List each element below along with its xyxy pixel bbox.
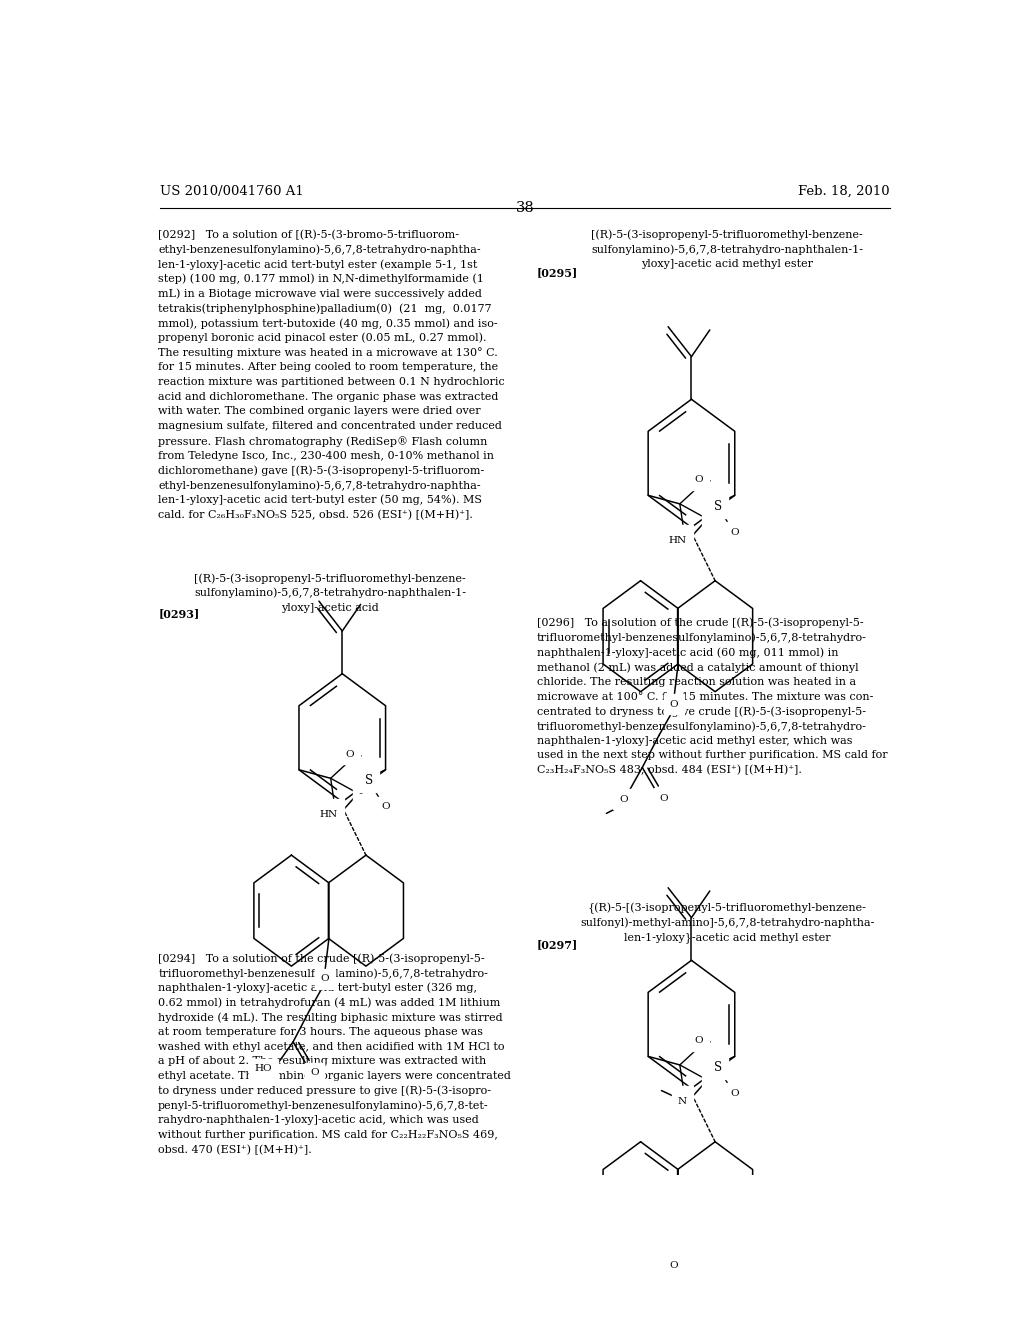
Text: O: O xyxy=(659,793,668,803)
Text: US 2010/0041760 A1: US 2010/0041760 A1 xyxy=(160,185,303,198)
Text: microwave at 100° C. for 15 minutes. The mixture was con-: microwave at 100° C. for 15 minutes. The… xyxy=(537,692,873,701)
Text: len-1-yloxy}-acetic acid methyl ester: len-1-yloxy}-acetic acid methyl ester xyxy=(624,932,830,942)
Text: S: S xyxy=(365,774,373,787)
Text: The resulting mixture was heated in a microwave at 130° C.: The resulting mixture was heated in a mi… xyxy=(158,347,498,358)
Text: O: O xyxy=(730,1089,739,1098)
Text: {(R)-5-[(3-isopropenyl-5-trifluoromethyl-benzene-: {(R)-5-[(3-isopropenyl-5-trifluoromethyl… xyxy=(588,903,866,913)
Text: obsd. 470 (ESI⁺) [(M+H)⁺].: obsd. 470 (ESI⁺) [(M+H)⁺]. xyxy=(158,1144,312,1155)
Text: O: O xyxy=(670,700,678,709)
Text: O: O xyxy=(346,750,354,759)
Text: ethyl acetate. The combined organic layers were concentrated: ethyl acetate. The combined organic laye… xyxy=(158,1071,511,1081)
Text: trifluoromethyl-benzenesulfonylamino)-5,6,7,8-tetrahydro-: trifluoromethyl-benzenesulfonylamino)-5,… xyxy=(158,968,488,978)
Text: [(R)-5-(3-isopropenyl-5-trifluoromethyl-benzene-: [(R)-5-(3-isopropenyl-5-trifluoromethyl-… xyxy=(195,573,466,583)
Text: cald. for C₂₆H₃₀F₃NO₅S 525, obsd. 526 (ESI⁺) [(M+H)⁺].: cald. for C₂₆H₃₀F₃NO₅S 525, obsd. 526 (E… xyxy=(158,510,473,520)
Text: 0.62 mmol) in tetrahydrofuran (4 mL) was added 1M lithium: 0.62 mmol) in tetrahydrofuran (4 mL) was… xyxy=(158,998,501,1008)
Text: from Teledyne Isco, Inc., 230-400 mesh, 0-10% methanol in: from Teledyne Isco, Inc., 230-400 mesh, … xyxy=(158,450,495,461)
Text: with water. The combined organic layers were dried over: with water. The combined organic layers … xyxy=(158,407,481,416)
Text: [0294]   To a solution of the crude [(R)-5-(3-isopropenyl-5-: [0294] To a solution of the crude [(R)-5… xyxy=(158,953,484,964)
Text: reaction mixture was partitioned between 0.1 N hydrochloric: reaction mixture was partitioned between… xyxy=(158,378,505,387)
Text: F: F xyxy=(331,805,338,813)
Text: F: F xyxy=(708,1073,715,1082)
Text: to dryness under reduced pressure to give [(R)-5-(3-isopro-: to dryness under reduced pressure to giv… xyxy=(158,1086,492,1097)
Text: centrated to dryness to give crude [(R)-5-(3-isopropenyl-5-: centrated to dryness to give crude [(R)-… xyxy=(537,706,865,717)
Text: F: F xyxy=(358,787,366,796)
Text: trifluoromethyl-benzenesulfonylamino)-5,6,7,8-tetrahydro-: trifluoromethyl-benzenesulfonylamino)-5,… xyxy=(537,632,866,643)
Text: mmol), potassium tert-butoxide (40 mg, 0.35 mmol) and iso-: mmol), potassium tert-butoxide (40 mg, 0… xyxy=(158,318,498,329)
Text: chloride. The resulting reaction solution was heated in a: chloride. The resulting reaction solutio… xyxy=(537,677,856,686)
Text: [0297]: [0297] xyxy=(537,939,578,950)
Text: sulfonylamino)-5,6,7,8-tetrahydro-naphthalen-1-: sulfonylamino)-5,6,7,8-tetrahydro-naphth… xyxy=(195,587,466,598)
Text: methanol (2 mL) was added a catalytic amount of thionyl: methanol (2 mL) was added a catalytic am… xyxy=(537,663,858,673)
Text: F: F xyxy=(680,1092,687,1101)
Text: rahydro-naphthalen-1-yloxy]-acetic acid, which was used: rahydro-naphthalen-1-yloxy]-acetic acid,… xyxy=(158,1115,479,1126)
Text: S: S xyxy=(714,1060,722,1073)
Text: HN: HN xyxy=(669,536,686,545)
Text: F: F xyxy=(703,1041,711,1051)
Text: ethyl-benzenesulfonylamino)-5,6,7,8-tetrahydro-naphtha-: ethyl-benzenesulfonylamino)-5,6,7,8-tetr… xyxy=(158,480,481,491)
Text: len-1-yloxy]-acetic acid tert-butyl ester (50 mg, 54%). MS: len-1-yloxy]-acetic acid tert-butyl este… xyxy=(158,495,482,506)
Text: [0295]: [0295] xyxy=(537,267,578,279)
Text: penyl-5-trifluoromethyl-benzenesulfonylamino)-5,6,7,8-tet-: penyl-5-trifluoromethyl-benzenesulfonyla… xyxy=(158,1101,488,1111)
Text: [0292]   To a solution of [(R)-5-(3-bromo-5-trifluorom-: [0292] To a solution of [(R)-5-(3-bromo-… xyxy=(158,230,459,240)
Text: HO: HO xyxy=(255,1064,272,1073)
Text: naphthalen-1-yloxy]-acetic acid methyl ester, which was: naphthalen-1-yloxy]-acetic acid methyl e… xyxy=(537,735,852,746)
Text: len-1-yloxy]-acetic acid tert-butyl ester (example 5-1, 1st: len-1-yloxy]-acetic acid tert-butyl este… xyxy=(158,259,477,269)
Text: naphthalen-1-yloxy]-acetic acid tert-butyl ester (326 mg,: naphthalen-1-yloxy]-acetic acid tert-but… xyxy=(158,982,477,993)
Text: magnesium sulfate, filtered and concentrated under reduced: magnesium sulfate, filtered and concentr… xyxy=(158,421,502,432)
Text: sulfonylamino)-5,6,7,8-tetrahydro-naphthalen-1-: sulfonylamino)-5,6,7,8-tetrahydro-naphth… xyxy=(591,244,863,255)
Text: S: S xyxy=(714,499,722,512)
Text: O: O xyxy=(695,475,703,484)
Text: 38: 38 xyxy=(515,201,535,215)
Text: without further purification. MS cald for C₂₂H₂₂F₃NO₅S 469,: without further purification. MS cald fo… xyxy=(158,1130,498,1140)
Text: washed with ethyl acetate, and then acidified with 1M HCl to: washed with ethyl acetate, and then acid… xyxy=(158,1041,505,1052)
Text: F: F xyxy=(708,512,715,521)
Text: trifluoromethyl-benzenesulfonylamino)-5,6,7,8-tetrahydro-: trifluoromethyl-benzenesulfonylamino)-5,… xyxy=(537,721,866,731)
Text: a pH of about 2. The resulting mixture was extracted with: a pH of about 2. The resulting mixture w… xyxy=(158,1056,486,1067)
Text: [(R)-5-(3-isopropenyl-5-trifluoromethyl-benzene-: [(R)-5-(3-isopropenyl-5-trifluoromethyl-… xyxy=(591,230,863,240)
Text: O: O xyxy=(310,1068,318,1077)
Text: O: O xyxy=(381,803,390,812)
Text: dichloromethane) gave [(R)-5-(3-isopropenyl-5-trifluorom-: dichloromethane) gave [(R)-5-(3-isoprope… xyxy=(158,466,484,477)
Text: propenyl boronic acid pinacol ester (0.05 mL, 0.27 mmol).: propenyl boronic acid pinacol ester (0.0… xyxy=(158,333,486,343)
Text: F: F xyxy=(703,480,711,490)
Text: ethyl-benzenesulfonylamino)-5,6,7,8-tetrahydro-naphtha-: ethyl-benzenesulfonylamino)-5,6,7,8-tetr… xyxy=(158,244,481,255)
Text: Feb. 18, 2010: Feb. 18, 2010 xyxy=(799,185,890,198)
Text: [0296]   To a solution of the crude [(R)-5-(3-isopropenyl-5-: [0296] To a solution of the crude [(R)-5… xyxy=(537,618,863,628)
Text: mL) in a Biotage microwave vial were successively added: mL) in a Biotage microwave vial were suc… xyxy=(158,289,482,300)
Text: O: O xyxy=(695,1036,703,1045)
Text: hydroxide (4 mL). The resulting biphasic mixture was stirred: hydroxide (4 mL). The resulting biphasic… xyxy=(158,1012,503,1023)
Text: yloxy]-acetic acid methyl ester: yloxy]-acetic acid methyl ester xyxy=(641,259,813,269)
Text: naphthalen-1-yloxy]-acetic acid (60 mg, 011 mmol) in: naphthalen-1-yloxy]-acetic acid (60 mg, … xyxy=(537,647,839,657)
Text: pressure. Flash chromatography (RediSep® Flash column: pressure. Flash chromatography (RediSep®… xyxy=(158,436,487,446)
Text: F: F xyxy=(680,531,687,539)
Text: O: O xyxy=(321,974,329,983)
Text: yloxy]-acetic acid: yloxy]-acetic acid xyxy=(282,602,379,612)
Text: at room temperature for 3 hours. The aqueous phase was: at room temperature for 3 hours. The aqu… xyxy=(158,1027,483,1038)
Text: F: F xyxy=(354,755,361,763)
Text: C₂₃H₂₄F₃NO₅S 483, obsd. 484 (ESI⁺) [(M+H)⁺].: C₂₃H₂₄F₃NO₅S 483, obsd. 484 (ESI⁺) [(M+H… xyxy=(537,766,802,776)
Text: sulfonyl)-methyl-amino]-5,6,7,8-tetrahydro-naphtha-: sulfonyl)-methyl-amino]-5,6,7,8-tetrahyd… xyxy=(580,917,874,928)
Text: N: N xyxy=(677,1097,686,1106)
Text: O: O xyxy=(620,795,628,804)
Text: O: O xyxy=(730,528,739,537)
Text: step) (100 mg, 0.177 mmol) in N,N-dimethylformamide (1: step) (100 mg, 0.177 mmol) in N,N-dimeth… xyxy=(158,273,484,284)
Text: tetrakis(triphenylphosphine)palladium(0)  (21  mg,  0.0177: tetrakis(triphenylphosphine)palladium(0)… xyxy=(158,304,492,314)
Text: used in the next step without further purification. MS cald for: used in the next step without further pu… xyxy=(537,751,888,760)
Text: for 15 minutes. After being cooled to room temperature, the: for 15 minutes. After being cooled to ro… xyxy=(158,362,499,372)
Text: [0293]: [0293] xyxy=(158,607,200,619)
Text: acid and dichloromethane. The organic phase was extracted: acid and dichloromethane. The organic ph… xyxy=(158,392,499,401)
Text: HN: HN xyxy=(319,810,337,820)
Text: O: O xyxy=(670,1261,678,1270)
